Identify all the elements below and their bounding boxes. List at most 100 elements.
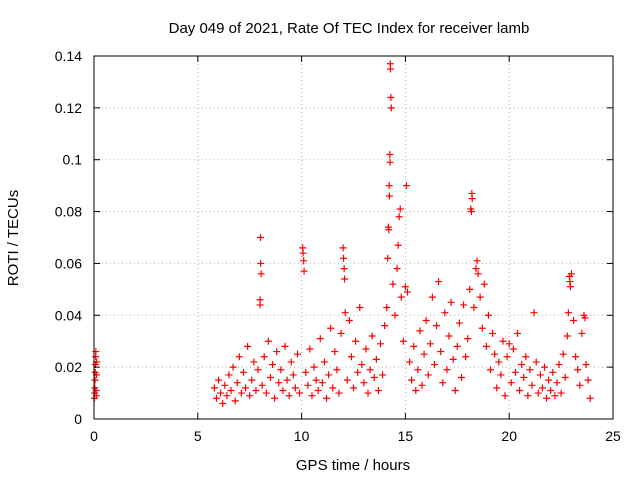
data-point [416,327,424,335]
data-point [225,371,233,379]
data-point [262,389,270,397]
data-point [534,389,542,397]
plot-frame [93,55,614,420]
data-point [340,254,348,262]
data-point [293,350,301,358]
data-point [445,332,453,340]
data-point [273,348,281,356]
data-point [467,208,475,216]
data-point [557,389,565,397]
y-tick-label: 0.12 [55,100,82,116]
data-point [395,213,403,221]
data-point [379,371,387,379]
data-point [300,267,308,275]
grid-lines [94,56,613,419]
data-point [306,345,314,353]
data-point [428,293,436,301]
data-point [227,386,235,394]
data-point [356,304,364,312]
x-tick-label: 25 [605,428,621,444]
data-point [505,340,513,348]
data-point [540,363,548,371]
data-point [242,384,250,392]
data-point [394,241,402,249]
y-tick-label: 0.1 [63,152,83,168]
data-point [370,374,378,382]
data-point [509,345,517,353]
data-point [345,316,353,324]
data-point [285,392,293,400]
data-point [389,280,397,288]
data-point [323,394,331,402]
data-point [374,386,382,394]
data-point [308,392,316,400]
data-point [254,366,262,374]
y-tick-label: 0.14 [55,48,82,64]
data-point [466,285,474,293]
data-point [385,192,393,200]
data-point [347,353,355,361]
data-point [570,316,578,324]
data-point [352,337,360,345]
data-point [437,348,445,356]
data-point [468,195,476,203]
x-tick-label: 10 [294,428,310,444]
data-point [439,379,447,387]
data-point [408,376,416,384]
data-point [430,361,438,369]
x-tick-label: 15 [398,428,414,444]
data-point [362,345,370,353]
data-point [271,394,279,402]
data-point [314,386,322,394]
data-point [563,332,571,340]
data-point [289,371,297,379]
y-tick-labels: 0 0.02 0.04 0.06 0.08 0.1 0.12 0.14 [55,48,82,427]
data-point [300,257,308,265]
data-point [358,361,366,369]
data-point [333,366,341,374]
data-point [310,363,318,371]
data-point [269,361,277,369]
data-point [372,355,380,363]
y-tick-label: 0.06 [55,255,82,271]
data-point [520,374,528,382]
x-axis-label: GPS time / hours [296,457,410,474]
y-tick-label: 0.02 [55,359,82,375]
data-point [325,371,333,379]
data-point [256,234,264,241]
data-point [391,311,399,319]
data-point [443,366,451,374]
data-point [237,389,245,397]
data-point [244,342,252,350]
data-point [564,309,572,317]
data-point [566,278,574,286]
data-point [233,379,241,387]
data-point [291,384,299,392]
data-point [335,389,343,397]
data-point [256,301,264,309]
data-point [530,309,538,317]
data-point [381,322,389,330]
data-point [331,348,339,356]
data-point [410,342,418,350]
data-point [281,342,289,350]
data-point [318,379,326,387]
data-point [435,278,443,286]
data-point [474,270,482,278]
data-point [320,358,328,366]
data-point [487,366,495,374]
data-point [239,368,247,376]
data-point [316,335,324,343]
data-point [549,368,557,376]
data-point [401,283,409,291]
data-point [329,384,337,392]
data-point [447,298,455,306]
y-tick-label: 0.08 [55,204,82,220]
data-point [422,316,430,324]
data-point [399,337,407,345]
data-point [217,389,225,397]
data-point [304,381,312,389]
data-point [406,358,414,366]
data-point [385,182,393,190]
data-points [90,60,594,407]
